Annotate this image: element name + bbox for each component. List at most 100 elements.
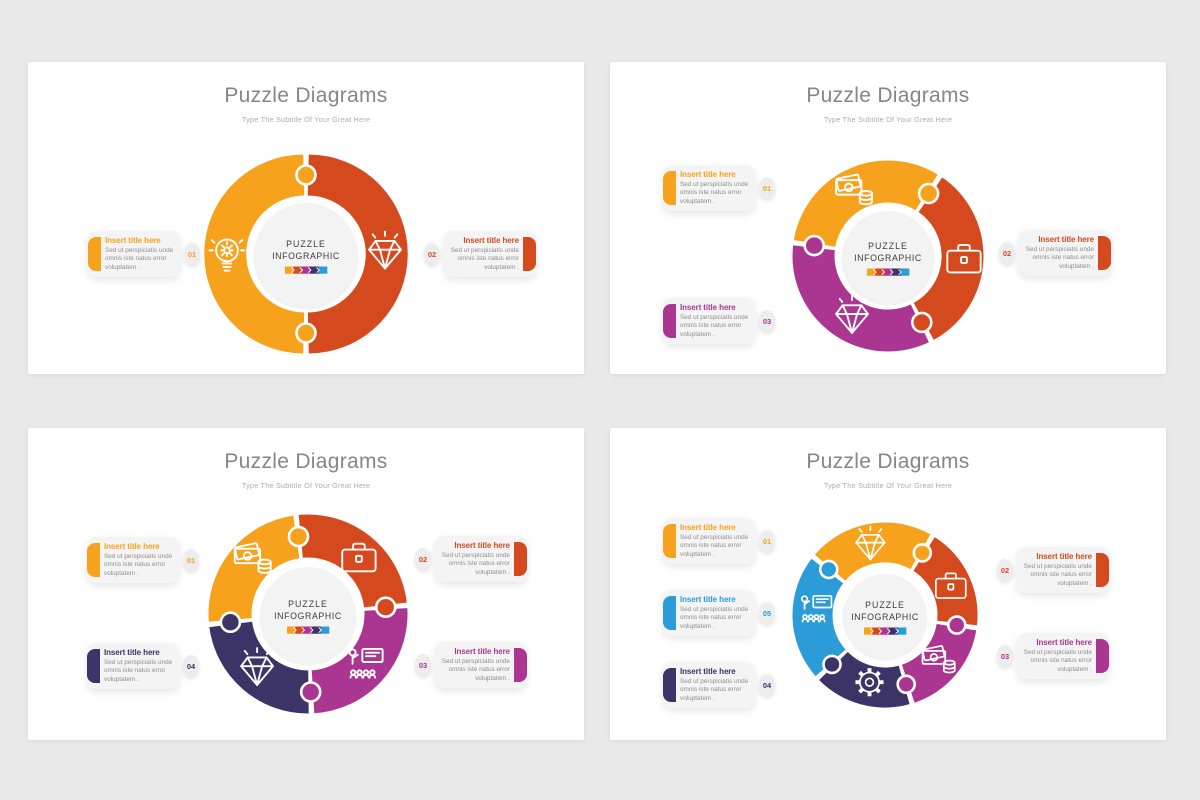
slide-title: Puzzle Diagrams — [806, 450, 970, 473]
callout-03: Insert title here Sed ut perspiciatis und… — [1017, 633, 1109, 679]
slide-subtitle: Type The Subtitle Of Your Great Here — [241, 481, 371, 490]
callout-accent-pill — [523, 237, 536, 271]
callout-title: Insert title here — [680, 523, 736, 532]
callout-title: Insert title here — [463, 236, 519, 245]
callout-02: Insert title here Sed ut perspiciatis und… — [1019, 230, 1111, 276]
callout-body: Sed ut perspiciatis unde omnis iste natu… — [680, 313, 749, 338]
puzzle-ring-svg: PUZZLE INFOGRAPHIC — [207, 513, 409, 715]
puzzle-ring-svg: PUZZLE INFOGRAPHIC — [203, 153, 409, 355]
callout-accent-pill — [663, 524, 676, 558]
diamond-icon — [240, 647, 274, 686]
puzzle-knob — [818, 559, 839, 580]
puzzle-knob — [896, 674, 917, 695]
callout-accent-pill — [1098, 236, 1111, 270]
briefcase-icon — [341, 542, 377, 573]
puzzle-ring-svg: PUZZLE INFOGRAPHIC — [791, 159, 985, 353]
callout-02: Insert title here Sed ut perspiciatis und… — [1017, 547, 1109, 593]
puzzle-diagram: PUZZLE INFOGRAPHIC Insert title here Sed ut… — [610, 62, 1166, 374]
slide-card-3[interactable]: Puzzle Diagrams Type The Subtitle Of You… — [28, 428, 584, 740]
callout-number-badge: 03 — [759, 310, 775, 332]
callout-02: Insert title here Sed ut perspiciatis und… — [435, 536, 527, 582]
callout-title: Insert title here — [104, 542, 160, 551]
puzzle-knob — [299, 681, 322, 703]
callout-title: Insert title here — [680, 303, 736, 312]
callout-body: Sed ut perspiciatis unde omnis iste natu… — [105, 246, 174, 271]
callout-body: Sed ut perspiciatis unde omnis iste natu… — [680, 605, 749, 630]
money-icon — [921, 645, 956, 674]
puzzle-ring-svg: PUZZLE INFOGRAPHIC — [791, 521, 979, 709]
puzzle-diagram: PUZZLE INFOGRAPHIC Insert title here Sed ut… — [610, 428, 1166, 740]
center-text-line2: INFOGRAPHIC — [851, 612, 919, 622]
callout-body: Sed ut perspiciatis unde omnis iste natu… — [1023, 562, 1092, 587]
callout-number-badge: 02 — [999, 242, 1015, 264]
puzzle-diagram: PUZZLE INFOGRAPHIC Insert title here Sed ut… — [28, 62, 584, 374]
slide-title: Puzzle Diagrams — [224, 84, 388, 107]
diamond-icon — [835, 294, 869, 334]
callout-number-badge: 01 — [183, 549, 199, 571]
money-icon — [835, 173, 873, 206]
puzzle-knob — [910, 311, 933, 334]
presentation-icon — [800, 594, 833, 623]
callout-accent-pill — [87, 543, 100, 577]
slide-title: Puzzle Diagrams — [806, 84, 970, 107]
callout-number-badge: 04 — [183, 655, 199, 677]
briefcase-icon — [946, 243, 982, 274]
callout-number-badge: 01 — [759, 530, 775, 552]
mini-puzzle-strip — [867, 268, 910, 276]
slide-card-1[interactable]: Puzzle Diagrams Type The Subtitle Of You… — [28, 62, 584, 374]
puzzle-segment-orange — [203, 153, 306, 355]
callout-01: Insert title here Sed ut perspiciatis und… — [87, 537, 179, 583]
center-text-line1: PUZZLE — [288, 599, 328, 609]
puzzle-knob — [295, 164, 317, 186]
callout-accent-pill — [87, 649, 100, 683]
callout-body: Sed ut perspiciatis unde omnis iste natu… — [441, 551, 510, 576]
callout-title: Insert title here — [1038, 235, 1094, 244]
callout-accent-pill — [663, 304, 676, 338]
callout-accent-pill — [514, 542, 527, 576]
callout-number-badge: 02 — [415, 548, 431, 570]
center-text-line2: INFOGRAPHIC — [274, 611, 342, 621]
money-icon — [233, 542, 272, 574]
puzzle-segment-orange — [207, 514, 301, 623]
center-circle — [843, 211, 933, 301]
center-text-line2: INFOGRAPHIC — [854, 253, 922, 263]
puzzle-segment-red — [306, 153, 409, 355]
callout-accent-pill — [1096, 553, 1109, 587]
slide-card-2[interactable]: Puzzle Diagrams Type The Subtitle Of You… — [610, 62, 1166, 374]
callout-title: Insert title here — [1036, 638, 1092, 647]
slide-card-4[interactable]: Puzzle Diagrams Type The Subtitle Of You… — [610, 428, 1166, 740]
puzzle-knob — [917, 182, 940, 205]
callout-accent-pill — [663, 596, 676, 630]
center-circle — [261, 567, 355, 661]
callout-01: Insert title here Sed ut perspiciatis und… — [88, 231, 180, 277]
callout-05: Insert title here Sed ut perspiciatis und… — [663, 590, 755, 636]
callout-body: Sed ut perspiciatis unde omnis iste natu… — [680, 533, 749, 558]
callout-03: Insert title here Sed ut perspiciatis und… — [663, 298, 755, 344]
gear-icon — [855, 668, 884, 697]
callout-title: Insert title here — [680, 667, 736, 676]
slide-title: Puzzle Diagrams — [224, 450, 388, 473]
callout-number-badge: 01 — [759, 177, 775, 199]
puzzle-knob — [374, 596, 397, 618]
callout-number-badge: 03 — [415, 654, 431, 676]
center-circle — [844, 574, 926, 656]
callout-title: Insert title here — [454, 541, 510, 550]
callout-body: Sed ut perspiciatis unde omnis iste natu… — [441, 657, 510, 682]
puzzle-segment-magenta — [310, 606, 409, 715]
callout-number-badge: 02 — [997, 559, 1013, 581]
callout-body: Sed ut perspiciatis unde omnis iste natu… — [680, 180, 749, 205]
callout-number-badge: 03 — [997, 645, 1013, 667]
callout-03: Insert title here Sed ut perspiciatis und… — [435, 642, 527, 688]
mini-puzzle-strip — [285, 266, 328, 274]
diamond-icon — [855, 525, 886, 561]
callout-body: Sed ut perspiciatis unde omnis iste natu… — [1023, 648, 1092, 673]
puzzle-diagram: PUZZLE INFOGRAPHIC Insert title here Sed ut… — [28, 428, 584, 740]
callout-number-badge: 02 — [424, 243, 440, 265]
puzzle-knob — [946, 615, 967, 635]
puzzle-knob — [287, 525, 310, 548]
center-text-line1: PUZZLE — [865, 600, 905, 610]
mini-puzzle-strip — [864, 627, 907, 635]
callout-02: Insert title here Sed ut perspiciatis und… — [444, 231, 536, 277]
callout-title: Insert title here — [454, 647, 510, 656]
